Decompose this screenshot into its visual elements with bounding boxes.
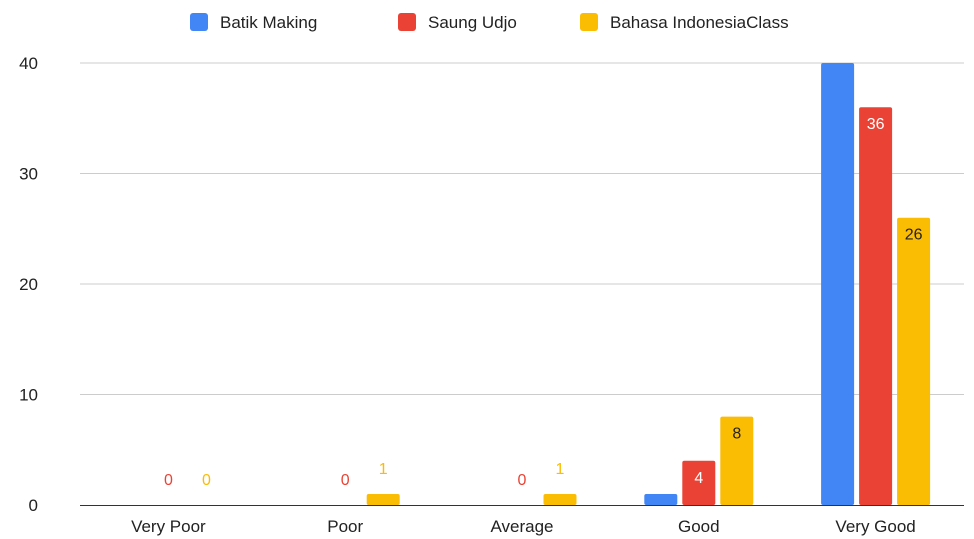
bar-saung-udjo-very-good — [859, 107, 893, 505]
legend-swatch-saung-udjo — [398, 13, 416, 31]
x-tick-label-very-poor: Very Poor — [131, 517, 206, 536]
x-tick-label-poor: Poor — [327, 517, 363, 536]
legend-label-batik-making: Batik Making — [220, 13, 317, 32]
legend-label-bahasa-indonesiaclass: Bahasa IndonesiaClass — [610, 13, 789, 32]
bar-bahasa-indonesiaclass-very-good — [897, 217, 931, 505]
x-tick-label-very-good: Very Good — [835, 517, 915, 536]
bar-batik-making-good — [644, 493, 678, 505]
data-label-saung-udjo-good: 4 — [694, 470, 703, 487]
data-label-bahasa-indonesiaclass-average: 1 — [556, 461, 565, 478]
data-label-saung-udjo-average: 0 — [518, 472, 527, 489]
bar-bahasa-indonesiaclass-poor — [366, 493, 400, 505]
legend: Batik Making Saung Udjo Bahasa IndonesiaCl… — [190, 13, 789, 32]
y-axis-tick-labels: 0 10 20 30 40 — [19, 54, 38, 515]
data-label-saung-udjo-very-good: 36 — [867, 116, 885, 133]
legend-swatch-batik-making — [190, 13, 208, 31]
bar-bahasa-indonesiaclass-average — [543, 493, 577, 505]
y-tick-label-0: 0 — [29, 496, 38, 515]
data-label-saung-udjo-poor: 0 — [341, 472, 350, 489]
x-tick-label-average: Average — [490, 517, 553, 536]
y-tick-label-20: 20 — [19, 275, 38, 294]
data-label-bahasa-indonesiaclass-very-good: 26 — [905, 227, 923, 244]
bars — [366, 63, 931, 505]
legend-label-saung-udjo: Saung Udjo — [428, 13, 517, 32]
data-label-saung-udjo-very-poor: 0 — [164, 472, 173, 489]
y-tick-label-30: 30 — [19, 165, 38, 184]
y-tick-label-10: 10 — [19, 386, 38, 405]
bar-saung-udjo-good — [682, 460, 716, 505]
data-label-bahasa-indonesiaclass-very-poor: 0 — [202, 472, 211, 489]
data-label-bahasa-indonesiaclass-poor: 1 — [379, 461, 388, 478]
x-tick-label-good: Good — [678, 517, 720, 536]
gridlines — [80, 62, 964, 395]
legend-swatch-bahasa-indonesiaclass — [580, 13, 598, 31]
bar-bahasa-indonesiaclass-good — [720, 416, 754, 505]
y-tick-label-40: 40 — [19, 54, 38, 73]
data-label-bahasa-indonesiaclass-good: 8 — [732, 426, 741, 443]
x-axis-tick-labels: Very Poor Poor Average Good Very Good — [131, 517, 916, 536]
bar-batik-making-very-good — [821, 63, 855, 505]
data-labels: 0 0 0 1 0 1 4 8 36 26 — [164, 116, 923, 489]
